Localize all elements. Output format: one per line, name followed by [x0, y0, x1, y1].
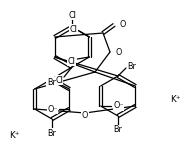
Text: O⁻: O⁻ [113, 101, 124, 111]
Text: Cl: Cl [55, 76, 63, 85]
Text: Br: Br [113, 126, 122, 135]
Text: Cl: Cl [69, 25, 77, 34]
Text: Cl: Cl [67, 56, 75, 66]
Text: Cl: Cl [68, 10, 76, 20]
Text: Br: Br [128, 61, 136, 71]
Text: K⁺: K⁺ [170, 96, 180, 105]
Text: O: O [119, 20, 125, 29]
Text: O⁻: O⁻ [47, 105, 58, 113]
Text: O: O [82, 112, 88, 121]
Text: O: O [115, 47, 121, 56]
Text: K⁺: K⁺ [9, 131, 19, 140]
Text: Br: Br [47, 77, 56, 86]
Text: Br: Br [48, 128, 56, 137]
